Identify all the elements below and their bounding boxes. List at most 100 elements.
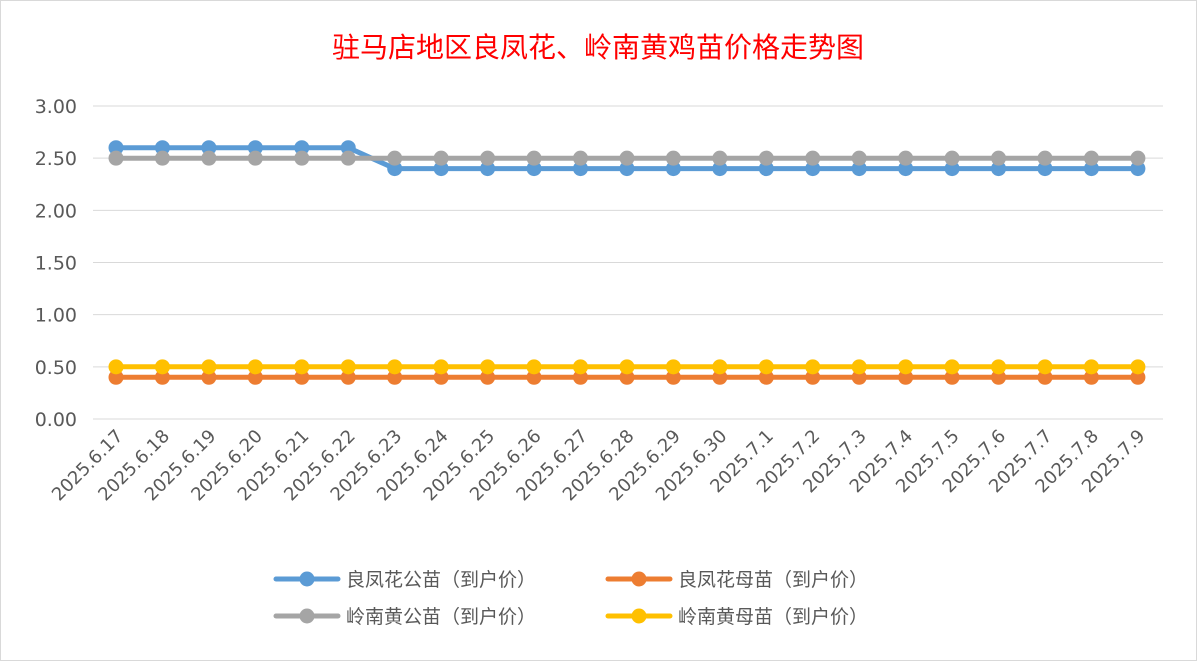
- data-point: [526, 150, 542, 166]
- data-point: [154, 359, 170, 375]
- data-point: [387, 150, 403, 166]
- x-axis-ticks: 2025.6.172025.6.182025.6.192025.6.202025…: [48, 426, 1150, 506]
- data-point: [665, 369, 681, 385]
- legend-label: 岭南黄公苗（到户价）: [346, 606, 536, 628]
- data-point: [898, 161, 914, 177]
- data-point: [991, 150, 1007, 166]
- legend: 良凤花公苗（到户价） 良凤花母苗（到户价） 岭南黄公苗（到户价） 岭南黄母苗（到户价）: [273, 569, 868, 628]
- data-point: [619, 359, 635, 375]
- data-point: [944, 369, 960, 385]
- data-point: [712, 161, 728, 177]
- legend-label: 良凤花公苗（到户价）: [346, 569, 536, 591]
- data-point: [851, 161, 867, 177]
- data-point: [619, 369, 635, 385]
- data-point: [340, 140, 356, 156]
- legend-swatch-marker: [631, 608, 647, 624]
- data-point: [573, 369, 588, 385]
- data-point: [991, 359, 1007, 375]
- data-point: [805, 161, 821, 177]
- y-tick-label: 1.50: [35, 253, 77, 275]
- data-point: [944, 150, 960, 166]
- series-3: [108, 150, 1146, 166]
- data-point: [294, 140, 310, 156]
- data-point: [387, 161, 403, 177]
- data-point: [387, 359, 403, 375]
- data-point: [1083, 161, 1099, 177]
- legend-item: 良凤花公苗（到户价）: [273, 569, 536, 591]
- data-point: [247, 369, 263, 385]
- data-point: [805, 150, 821, 166]
- data-point: [898, 369, 914, 385]
- legend-item: 良凤花母苗（到户价）: [605, 569, 868, 591]
- data-point: [247, 140, 263, 156]
- data-point: [898, 359, 914, 375]
- data-point: [758, 150, 774, 166]
- legend-item: 岭南黄公苗（到户价）: [273, 606, 536, 628]
- data-point: [108, 140, 124, 156]
- data-point: [108, 359, 124, 375]
- legend-swatch-marker: [299, 571, 315, 587]
- data-point: [387, 369, 403, 385]
- data-point: [480, 150, 496, 166]
- data-point: [247, 150, 263, 166]
- data-point: [433, 369, 449, 385]
- data-point: [201, 150, 217, 166]
- data-point: [898, 150, 914, 166]
- data-point: [480, 161, 496, 177]
- data-point: [480, 359, 496, 375]
- data-point: [154, 150, 170, 166]
- data-point: [340, 150, 356, 166]
- data-point: [1083, 369, 1099, 385]
- y-tick-label: 0.50: [35, 357, 77, 379]
- data-point: [1083, 150, 1099, 166]
- data-point: [758, 369, 774, 385]
- chart-title: 驻马店地区良凤花、岭南黄鸡苗价格走势图: [332, 31, 864, 64]
- series-1: [108, 140, 1146, 177]
- y-axis-ticks: 0.00 0.50 1.00 1.50 2.00 2.50 3.00: [35, 96, 77, 431]
- data-point: [433, 161, 449, 177]
- data-point: [665, 161, 681, 177]
- data-point: [758, 161, 774, 177]
- data-point: [526, 369, 542, 385]
- data-point: [944, 359, 960, 375]
- y-tick-label: 2.00: [35, 200, 77, 222]
- data-point: [944, 161, 960, 177]
- data-point: [1037, 150, 1053, 166]
- data-point: [1130, 369, 1146, 385]
- series-2: [108, 369, 1146, 385]
- data-point: [619, 161, 635, 177]
- data-point: [340, 369, 356, 385]
- data-point: [294, 369, 310, 385]
- data-point: [991, 369, 1007, 385]
- legend-swatch-marker: [631, 571, 647, 587]
- data-point: [851, 150, 867, 166]
- data-point: [108, 150, 124, 166]
- y-tick-label: 1.00: [35, 305, 77, 327]
- data-point: [573, 150, 588, 166]
- data-point: [526, 161, 542, 177]
- data-point: [712, 369, 728, 385]
- legend-swatch-marker: [299, 608, 315, 624]
- data-point: [851, 369, 867, 385]
- data-point: [991, 161, 1007, 177]
- y-tick-label: 0.00: [35, 409, 77, 431]
- data-point: [573, 359, 588, 375]
- data-point: [712, 359, 728, 375]
- data-point: [480, 369, 496, 385]
- data-point: [247, 359, 263, 375]
- legend-label: 良凤花母苗（到户价）: [678, 569, 868, 591]
- data-point: [712, 150, 728, 166]
- data-point: [665, 359, 681, 375]
- data-point: [1083, 359, 1099, 375]
- data-point: [1037, 161, 1053, 177]
- data-point: [1037, 359, 1053, 375]
- data-point: [433, 150, 449, 166]
- data-point: [1130, 150, 1146, 166]
- data-point: [1037, 369, 1053, 385]
- data-point: [573, 161, 588, 177]
- data-point: [433, 359, 449, 375]
- data-point: [154, 369, 170, 385]
- data-point: [1130, 161, 1146, 177]
